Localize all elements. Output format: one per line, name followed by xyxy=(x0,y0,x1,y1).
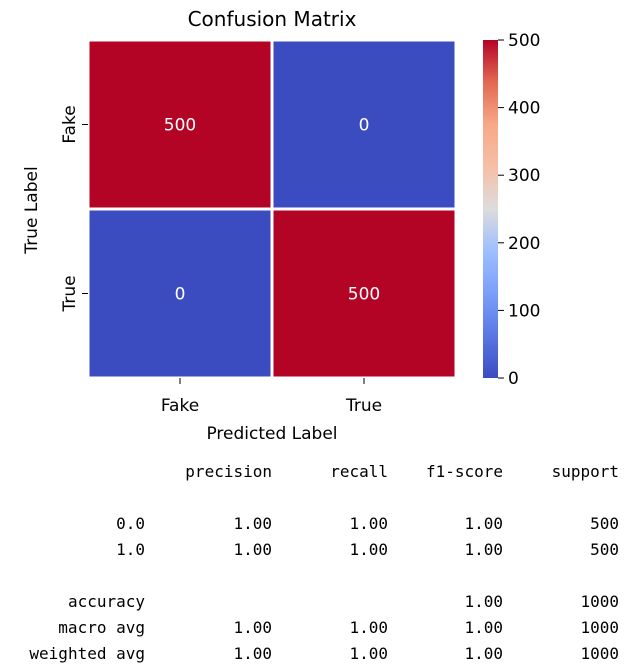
header-precision: precision xyxy=(185,462,272,481)
row-label: weighted avg xyxy=(29,644,145,663)
chart-title: Confusion Matrix xyxy=(188,7,357,31)
axis-ticks: Fake True Fake True xyxy=(60,105,382,416)
row-support: 1000 xyxy=(580,592,619,611)
row-support: 1000 xyxy=(580,618,619,637)
cell-value-label: 0 xyxy=(359,116,370,136)
header-f1-score: f1-score xyxy=(425,462,503,481)
cell-value-label: 0 xyxy=(175,285,186,305)
report-row-weighted-avg: weighted avg 1.00 1.00 1.00 1000 xyxy=(0,644,629,666)
row-label: macro avg xyxy=(58,618,145,637)
report-row-macro-avg: macro avg 1.00 1.00 1.00 1000 xyxy=(0,618,629,640)
row-recall: 1.00 xyxy=(349,644,388,663)
report-row-accuracy: accuracy 1.00 1000 xyxy=(0,592,629,614)
heatmap-cell xyxy=(86,207,274,380)
row-recall: 1.00 xyxy=(349,514,388,533)
colorbar-tick-label: 300 xyxy=(508,166,540,186)
row-precision: 1.00 xyxy=(233,540,272,559)
row-precision: 1.00 xyxy=(233,514,272,533)
row-f1: 1.00 xyxy=(464,618,503,637)
colorbar-tick-label: 100 xyxy=(508,301,540,321)
heatmap-cells: 500 0 0 500 xyxy=(86,38,458,380)
row-label: 0.0 xyxy=(116,514,145,533)
confusion-matrix-chart: Confusion Matrix 500 0 0 500 Fake True Fake Tr… xyxy=(22,7,540,444)
colorbar-tick-label: 400 xyxy=(508,99,540,119)
colorbar xyxy=(483,40,498,378)
row-support: 1000 xyxy=(580,644,619,663)
row-label: accuracy xyxy=(67,592,145,611)
y-tick-label: Fake xyxy=(60,105,80,143)
row-recall: 1.00 xyxy=(349,618,388,637)
cell-value-label: 500 xyxy=(348,285,380,305)
row-support: 500 xyxy=(590,514,619,533)
x-axis-label: Predicted Label xyxy=(206,424,337,444)
report-row-1: 1.0 1.00 1.00 1.00 500 xyxy=(0,540,629,562)
row-f1: 1.00 xyxy=(464,644,503,663)
header-recall: recall xyxy=(330,462,388,481)
colorbar-tick-label: 0 xyxy=(508,369,519,389)
row-support: 500 xyxy=(590,540,619,559)
row-precision: 1.00 xyxy=(233,644,272,663)
row-label: 1.0 xyxy=(116,540,145,559)
row-precision: 1.00 xyxy=(233,618,272,637)
y-tick-label: True xyxy=(60,275,80,312)
heatmap-cell xyxy=(270,38,458,211)
report-header: precision recall f1-score support xyxy=(0,462,629,484)
report-row-0: 0.0 1.00 1.00 1.00 500 xyxy=(0,514,629,536)
x-tick-label: True xyxy=(345,396,382,416)
colorbar-ticks: 0 100 200 300 400 500 xyxy=(498,31,540,389)
row-f1: 1.00 xyxy=(464,514,503,533)
colorbar-tick-label: 500 xyxy=(508,31,540,51)
row-f1: 1.00 xyxy=(464,540,503,559)
row-recall: 1.00 xyxy=(349,540,388,559)
row-f1: 1.00 xyxy=(464,592,503,611)
x-tick-label: Fake xyxy=(161,396,199,416)
cell-value-label: 500 xyxy=(164,116,196,136)
heatmap-cell xyxy=(270,207,458,380)
header-support: support xyxy=(551,462,619,481)
heatmap-cell xyxy=(86,38,274,211)
y-axis-label: True Label xyxy=(22,166,42,254)
colorbar-tick-label: 200 xyxy=(508,234,540,254)
